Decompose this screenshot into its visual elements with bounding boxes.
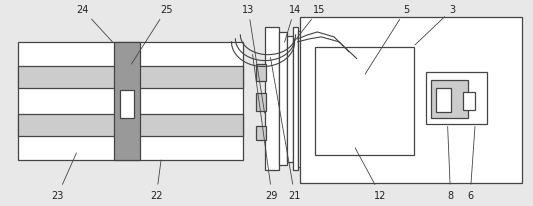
Bar [300,18,521,183]
Text: 5: 5 [365,5,409,75]
Bar [120,91,134,118]
Bar [435,89,451,112]
Bar [431,81,469,118]
Bar [316,48,414,156]
Text: 15: 15 [293,5,326,43]
Text: 12: 12 [355,148,386,200]
Bar [265,28,279,170]
Text: 21: 21 [270,58,301,200]
Text: 8: 8 [447,127,454,200]
Bar [297,32,302,167]
Bar [256,94,266,111]
Text: 25: 25 [131,5,173,65]
Text: 14: 14 [285,5,301,43]
Text: 3: 3 [415,5,456,46]
Bar [426,73,487,124]
Text: 29: 29 [253,55,278,200]
Bar [256,126,266,141]
Text: 22: 22 [150,160,163,200]
Bar [256,64,266,82]
Text: 24: 24 [76,5,113,43]
Text: 6: 6 [467,127,475,200]
Bar [293,28,297,170]
Bar [114,43,140,160]
Text: 23: 23 [52,153,76,200]
Bar [18,67,244,89]
Bar [287,37,293,162]
Bar [279,33,287,165]
Bar [18,43,244,160]
Bar [463,93,475,110]
Text: 13: 13 [242,5,264,114]
Bar [18,114,244,136]
